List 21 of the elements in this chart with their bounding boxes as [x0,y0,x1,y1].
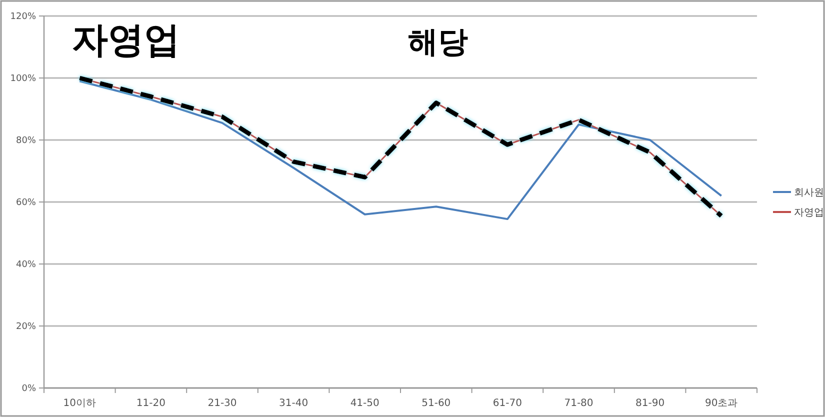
x-tick-label: 11-20 [136,398,166,409]
x-tick-label: 51-60 [422,398,451,409]
annotation: 해당 [408,25,468,60]
x-tick-label: 10이하 [63,398,96,409]
annotation: 자영업 [72,20,180,61]
x-tick-label: 21-30 [208,398,237,409]
y-tick-label: 60% [16,198,36,208]
x-tick-label: 71-80 [564,398,594,409]
x-tick-label: 61-70 [492,398,522,409]
x-tick-label: 31-40 [279,398,308,409]
x-tick-label: 81-90 [636,398,665,409]
y-tick-label: 120% [10,12,36,22]
y-tick-label: 40% [16,260,36,270]
y-tick-label: 20% [16,322,36,332]
y-tick-label: 80% [16,136,36,146]
y-tick-label: 100% [10,74,36,84]
y-tick-label: 0% [22,384,36,394]
x-tick-label: 41-50 [350,398,380,409]
legend-label: 자영업 [794,208,824,218]
x-tick-label: 90초과 [704,398,738,409]
legend-label: 회사원 [794,188,824,198]
